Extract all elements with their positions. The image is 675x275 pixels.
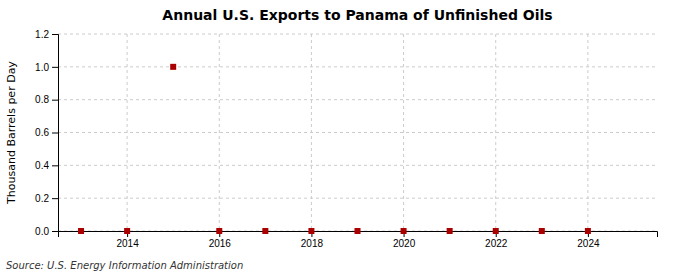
source: Source: U.S. Energy Information Administ… (6, 260, 243, 271)
y-tick-label: 0.8 (35, 94, 49, 105)
y-axis: 0.0 0.2 0.4 0.6 0.8 1.0 1.2 (35, 29, 58, 237)
grid-line-y (58, 34, 657, 35)
grid-line-y (58, 165, 657, 166)
grid-line-y (58, 198, 657, 199)
grid-line-y (58, 99, 657, 100)
y-tick-label: 1.2 (35, 29, 49, 40)
y-tick-mark (52, 100, 58, 101)
y-tick-mark (52, 133, 58, 134)
title: Annual U.S. Exports to Panama of Unfinis… (162, 7, 552, 23)
y-tick-mark (52, 165, 58, 166)
point (585, 228, 591, 234)
x-tick-label: 2018 (301, 238, 324, 249)
y-tick-mark (52, 67, 58, 68)
grid (58, 34, 657, 231)
y-tick-label: 0.4 (35, 160, 49, 171)
point (401, 228, 407, 234)
y-tick-label: 0.0 (35, 226, 49, 237)
y-axis-label: Thousand Barrels per Day (5, 61, 18, 205)
x-tick-label: 2022 (485, 238, 508, 249)
grid-line-y (58, 66, 657, 67)
point (447, 228, 453, 234)
y-tick: 0.0 (35, 226, 58, 237)
x-tick-label: 2024 (577, 238, 600, 249)
x-tick-label: 2014 (116, 238, 139, 249)
x-tick-label: 2016 (209, 238, 232, 249)
plot-area: 2014 2016 2018 2020 2022 2024 0.0 0.2 0.4 0.6 0.8 1… (35, 29, 657, 249)
y-tick-mark (52, 198, 58, 199)
y-axis-line (52, 35, 59, 232)
y-tick: 0.8 (35, 94, 58, 105)
x-tick-label: 2020 (393, 238, 416, 249)
y-tick-label: 0.6 (35, 127, 49, 138)
y-tick-mark (52, 34, 58, 35)
y-tick: 0.6 (35, 127, 58, 138)
chart: 2014 2016 2018 2020 2022 2024 0.0 0.2 0.4 0.6 0.8 1… (0, 0, 675, 275)
y-tick-label: 0.2 (35, 193, 49, 204)
y-tick: 0.4 (35, 160, 58, 171)
y-tick: 1.0 (35, 62, 58, 73)
grid-line-x (219, 34, 220, 231)
point (262, 228, 268, 234)
point (308, 228, 314, 234)
points (78, 64, 591, 234)
y-tick-mark (52, 231, 58, 232)
point (78, 228, 84, 234)
y-tick: 1.2 (35, 29, 58, 40)
point (539, 228, 545, 234)
point (170, 64, 176, 70)
point (124, 228, 130, 234)
point (216, 228, 222, 234)
grid-line-x (403, 34, 404, 231)
y-tick-label: 1.0 (35, 62, 49, 73)
point (355, 228, 361, 234)
grid-line-y (58, 132, 657, 133)
y-tick: 0.2 (35, 193, 58, 204)
point (493, 228, 499, 234)
